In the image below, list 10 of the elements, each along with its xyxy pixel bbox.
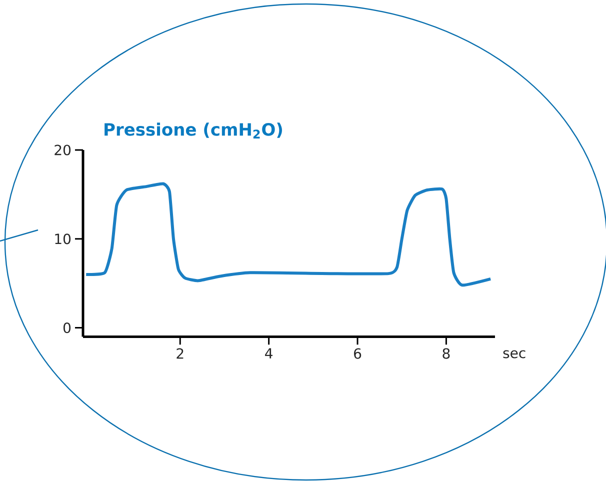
x-tick-label: 8 <box>442 348 450 359</box>
x-tick-label: 2 <box>176 348 184 359</box>
line-series <box>84 182 492 287</box>
y-tick-label: 10 <box>55 234 71 244</box>
y-tick-label: 20 <box>54 144 71 156</box>
y-tick-label: 0 <box>63 322 71 334</box>
x-axis-title: sec <box>503 350 526 358</box>
x-tick-label: 4 <box>265 348 272 358</box>
chart-title: Pressione (cmH$_{2}$O) <box>104 122 282 138</box>
x-tick-label: 6 <box>354 348 362 359</box>
